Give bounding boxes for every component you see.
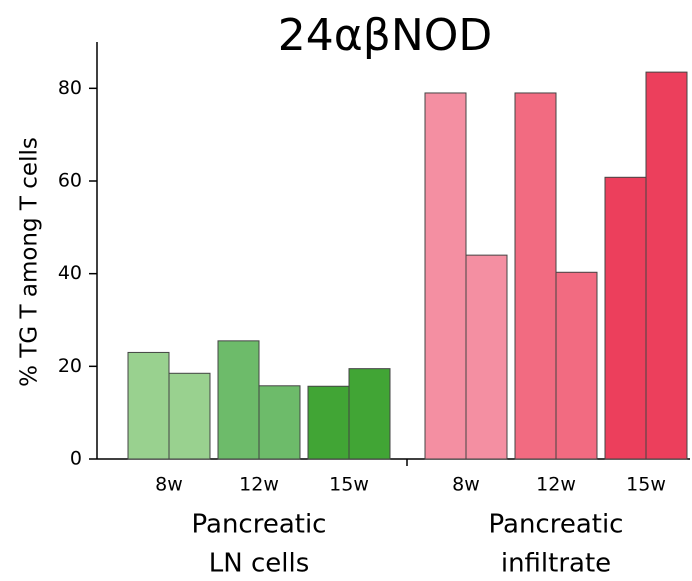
y-tick-label: 80 xyxy=(58,77,82,99)
chart-title: 24αβNOD xyxy=(278,10,493,61)
bar xyxy=(127,351,170,460)
bar xyxy=(555,271,598,460)
bar xyxy=(424,92,467,460)
bar xyxy=(258,385,301,460)
y-axis-label: % TG T among T cells xyxy=(17,137,43,387)
bar xyxy=(307,385,350,460)
x-tick-label: 15w xyxy=(329,474,369,496)
x-tick-label: 12w xyxy=(239,474,279,496)
bar xyxy=(348,368,391,460)
group-label: Pancreatic xyxy=(489,510,624,540)
y-tick-label: 0 xyxy=(70,448,82,470)
x-tick-label: 12w xyxy=(536,474,576,496)
bar xyxy=(168,372,211,460)
x-tick-label: 8w xyxy=(452,474,480,496)
group-label: infiltrate xyxy=(501,549,611,579)
bar xyxy=(604,176,647,460)
group-label: Pancreatic xyxy=(192,510,327,540)
bar xyxy=(217,340,260,460)
y-tick-label: 60 xyxy=(58,170,82,192)
bar xyxy=(645,71,688,460)
x-tick-label: 15w xyxy=(626,474,666,496)
y-tick-label: 40 xyxy=(58,262,82,284)
group-label: LN cells xyxy=(209,549,309,579)
x-tick-label: 8w xyxy=(155,474,183,496)
bar xyxy=(465,254,508,460)
y-tick-label: 20 xyxy=(58,355,82,377)
bar xyxy=(514,92,557,460)
